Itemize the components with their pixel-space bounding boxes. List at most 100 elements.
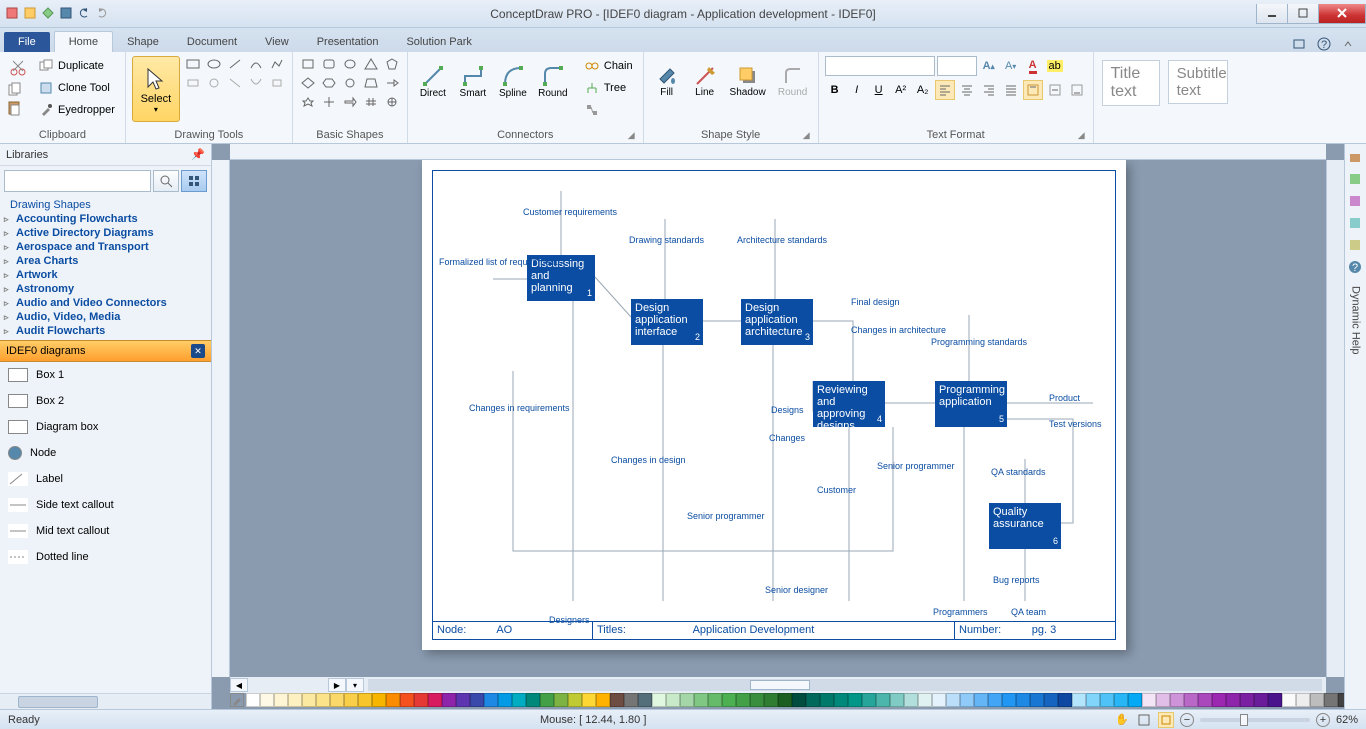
- color-swatch[interactable]: [582, 693, 596, 707]
- diagram-node[interactable]: Reviewing and approving designs4: [813, 381, 885, 427]
- shape[interactable]: [320, 75, 338, 91]
- library-section-header[interactable]: IDEF0 diagrams✕: [0, 340, 211, 362]
- dock-icon[interactable]: [1348, 150, 1364, 166]
- color-swatch[interactable]: [1030, 693, 1044, 707]
- shape[interactable]: [299, 75, 317, 91]
- color-swatch[interactable]: [246, 693, 260, 707]
- color-swatch[interactable]: [610, 693, 624, 707]
- diagram-label[interactable]: QA standards: [991, 467, 1046, 477]
- color-swatch[interactable]: [456, 693, 470, 707]
- color-swatch[interactable]: [1324, 693, 1338, 707]
- color-swatch[interactable]: [1170, 693, 1184, 707]
- color-swatch[interactable]: [750, 693, 764, 707]
- shape-item[interactable]: Side text callout: [0, 492, 211, 518]
- highlight-icon[interactable]: ab: [1045, 56, 1065, 76]
- color-swatch[interactable]: [834, 693, 848, 707]
- color-swatch[interactable]: [918, 693, 932, 707]
- color-swatch[interactable]: [484, 693, 498, 707]
- line-tool[interactable]: [226, 56, 244, 72]
- color-swatch[interactable]: [694, 693, 708, 707]
- shrink-font-icon[interactable]: A▾: [1001, 56, 1021, 76]
- color-swatch[interactable]: [1086, 693, 1100, 707]
- qat-icon[interactable]: [6, 7, 20, 21]
- diagram-label[interactable]: Senior programmer: [687, 511, 765, 521]
- diagram-label[interactable]: Drawing standards: [629, 235, 704, 245]
- color-swatch[interactable]: [946, 693, 960, 707]
- line-button[interactable]: Line: [688, 56, 722, 106]
- qat-icon[interactable]: [24, 7, 38, 21]
- color-picker-icon[interactable]: [230, 693, 244, 707]
- align-left-icon[interactable]: [935, 80, 955, 100]
- dock-icon[interactable]: [1348, 172, 1364, 188]
- view-toggle-button[interactable]: [181, 170, 207, 192]
- close-section-icon[interactable]: ✕: [191, 344, 205, 358]
- lib-category[interactable]: Audit Flowcharts: [0, 324, 211, 338]
- color-swatch[interactable]: [1240, 693, 1254, 707]
- shape[interactable]: [299, 56, 317, 72]
- color-swatch[interactable]: [1114, 693, 1128, 707]
- color-swatch[interactable]: [330, 693, 344, 707]
- fit-icon[interactable]: [1158, 712, 1174, 728]
- shape[interactable]: [341, 94, 359, 110]
- color-swatch[interactable]: [274, 693, 288, 707]
- shape[interactable]: [362, 75, 380, 91]
- file-tab[interactable]: File: [4, 32, 50, 52]
- title-text-box[interactable]: Title text: [1102, 60, 1160, 106]
- diagram-label[interactable]: Changes in design: [611, 455, 686, 465]
- color-swatch[interactable]: [358, 693, 372, 707]
- shape[interactable]: [383, 94, 401, 110]
- tab-solutionpark[interactable]: Solution Park: [392, 32, 485, 52]
- color-swatch[interactable]: [708, 693, 722, 707]
- color-swatch[interactable]: [820, 693, 834, 707]
- color-swatch[interactable]: [442, 693, 456, 707]
- sheet-add[interactable]: ▾: [346, 678, 364, 692]
- diagram-label[interactable]: Changes in requirements: [469, 403, 570, 413]
- shape[interactable]: [362, 94, 380, 110]
- shape-item[interactable]: Node: [0, 440, 211, 466]
- diagram-label[interactable]: QA team: [1011, 607, 1046, 617]
- color-swatch[interactable]: [1058, 693, 1072, 707]
- color-swatch[interactable]: [1072, 693, 1086, 707]
- diagram-label[interactable]: Product: [1049, 393, 1080, 403]
- clone-button[interactable]: Clone Tool: [34, 78, 119, 98]
- connector-direct[interactable]: Direct: [414, 56, 452, 106]
- diagram-label[interactable]: Programmers: [933, 607, 988, 617]
- zoom-out-icon[interactable]: −: [1180, 713, 1194, 727]
- tab-view[interactable]: View: [251, 32, 303, 52]
- color-swatch[interactable]: [1142, 693, 1156, 707]
- color-swatch[interactable]: [624, 693, 638, 707]
- superscript-icon[interactable]: A²: [891, 80, 911, 100]
- color-swatch[interactable]: [848, 693, 862, 707]
- subtitle-text-box[interactable]: Subtitle text: [1168, 60, 1228, 104]
- align-justify-icon[interactable]: [1001, 80, 1021, 100]
- color-swatch[interactable]: [652, 693, 666, 707]
- diagram-label[interactable]: Customer requirements: [523, 207, 617, 217]
- color-swatch[interactable]: [1282, 693, 1296, 707]
- curve-tool[interactable]: [247, 56, 265, 72]
- color-swatch[interactable]: [1044, 693, 1058, 707]
- color-swatch[interactable]: [1268, 693, 1282, 707]
- color-swatch[interactable]: [764, 693, 778, 707]
- color-swatch[interactable]: [792, 693, 806, 707]
- color-swatch[interactable]: [736, 693, 750, 707]
- diagram-label[interactable]: Changes in architecture: [851, 325, 946, 335]
- pin-icon[interactable]: 📌: [191, 148, 205, 161]
- color-swatch[interactable]: [722, 693, 736, 707]
- color-swatch[interactable]: [260, 693, 274, 707]
- color-swatch[interactable]: [428, 693, 442, 707]
- color-swatch[interactable]: [498, 693, 512, 707]
- diagram-label[interactable]: Changes: [769, 433, 805, 443]
- color-swatch[interactable]: [1296, 693, 1310, 707]
- diagram-node[interactable]: Design application interface2: [631, 299, 703, 345]
- poly-tool[interactable]: [268, 56, 286, 72]
- lib-category[interactable]: Astronomy: [0, 282, 211, 296]
- library-search-input[interactable]: [4, 170, 151, 192]
- lib-category[interactable]: Area Charts: [0, 254, 211, 268]
- qat-save-icon[interactable]: [60, 7, 74, 21]
- color-swatch[interactable]: [932, 693, 946, 707]
- help-icon[interactable]: ?: [1316, 36, 1332, 52]
- shape[interactable]: [320, 56, 338, 72]
- duplicate-button[interactable]: Duplicate: [34, 56, 119, 76]
- cut-icon[interactable]: [6, 56, 30, 80]
- color-swatch[interactable]: [1212, 693, 1226, 707]
